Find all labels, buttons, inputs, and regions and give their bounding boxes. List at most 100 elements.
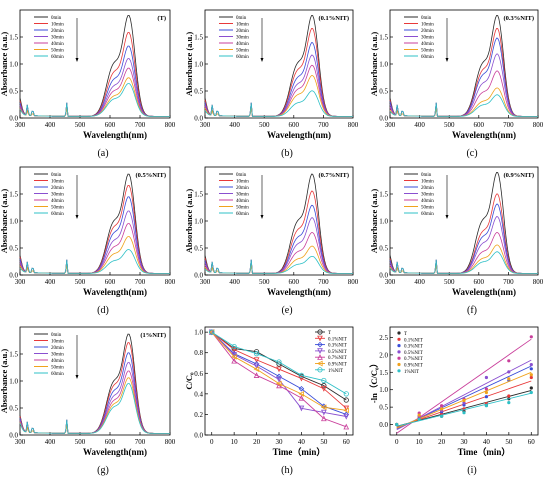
y-tick-label: 0.5 <box>379 245 388 253</box>
x-tick-label: 30 <box>276 438 284 446</box>
legend-entry: 10min <box>51 180 64 185</box>
legend-entry: 0.1%NIT <box>404 338 423 343</box>
chart-panel-c: 300 400 500 600 700 800 0.0 0.5 1.0 1.5 Wavelength… <box>369 9 544 159</box>
x-ticks: 300 400 500 600 700 800 <box>385 272 544 286</box>
series-line-10min <box>389 193 538 274</box>
series-line-50min <box>19 77 170 117</box>
data-point <box>507 359 511 363</box>
x-tick-label: 600 <box>105 278 116 286</box>
data-point <box>321 386 327 392</box>
markers-0.7%NIT <box>208 329 350 430</box>
y-axis-label: Absorbance (a.u.) <box>369 32 379 97</box>
series-line-30min <box>19 58 170 117</box>
panel-label: (i) <box>467 465 476 476</box>
y-tick-label: 0.0 <box>194 432 203 440</box>
y-tick-label: 1.5 <box>379 369 388 377</box>
data-point <box>317 367 323 373</box>
data-point <box>231 343 237 350</box>
legend-entry: 60min <box>51 55 64 60</box>
data-point <box>395 422 399 427</box>
series-line-60min <box>19 249 170 274</box>
data-point <box>529 386 533 390</box>
x-axis-label: Wavelength(nm) <box>452 130 516 140</box>
series-line-50min <box>19 377 170 434</box>
legend-entry: 1%NIT <box>328 369 343 374</box>
y-ticks: 0.0 0.2 0.4 0.6 0.8 1.0 <box>194 329 208 440</box>
legend-entry: 50min <box>51 206 64 211</box>
series-line-0.9%NIT <box>211 331 347 411</box>
y-tick-label: 1.5 <box>379 191 388 199</box>
y-tick-label: 0.5 <box>194 245 203 253</box>
legend-entry: 50min <box>421 206 434 211</box>
legend-entry: 40min <box>236 199 249 204</box>
x-tick-label: 800 <box>348 121 359 129</box>
series-group <box>208 329 350 430</box>
x-tick-label: 400 <box>45 121 56 129</box>
legend-entry: 20min <box>236 29 249 34</box>
series-line-30min <box>389 53 538 117</box>
x-tick-label: 0 <box>210 438 214 446</box>
legend-swatch <box>397 356 401 360</box>
legend-entry: 40min <box>421 199 434 204</box>
data-point <box>343 391 349 397</box>
legend-entry: 50min <box>421 49 434 54</box>
data-point <box>321 409 327 416</box>
markers-1%NIT <box>209 329 349 397</box>
chart-panel-i: 0 10 20 30 40 50 60 0.0 0.5 1.0 1.5 2.0 2.5 Time（min）… <box>369 326 539 476</box>
legend-entry: T <box>404 332 407 337</box>
series-group <box>204 173 353 274</box>
x-tick-label: 60 <box>528 438 536 446</box>
x-tick-label: 400 <box>414 121 425 129</box>
legend-entry: 0.5%NIT <box>328 350 347 355</box>
legend-entry: 0min <box>421 16 432 21</box>
legend-entry: 50min <box>51 366 64 371</box>
series-line-30min <box>204 54 353 117</box>
legend-entry: 30min <box>236 36 249 41</box>
series-line-0min <box>204 14 353 117</box>
data-point <box>440 414 444 418</box>
legend-entry: 0.9%NIT <box>328 363 347 368</box>
sample-tag: (0.5%NIT) <box>135 172 166 179</box>
y-ticks: 0.0 0.5 1.0 1.5 <box>379 191 393 280</box>
y-tick-label: 0.0 <box>9 432 18 440</box>
series-line-40min <box>389 232 538 274</box>
data-point <box>298 375 305 382</box>
y-tick-label: 0.6 <box>194 370 203 378</box>
x-tick-label: 10 <box>416 438 424 446</box>
y-tick-label: 0.0 <box>9 272 18 280</box>
legend-entry: 30min <box>51 193 64 198</box>
series-line-50min <box>389 87 538 117</box>
data-point <box>484 387 488 391</box>
x-axis-label: Wavelength(nm) <box>267 287 331 297</box>
legend-entry: 0.3%NIT <box>328 344 347 349</box>
x-tick-label: 20 <box>253 438 261 446</box>
series-line-40min <box>19 223 170 274</box>
data-point <box>321 377 327 384</box>
sample-tag: (0.1%NIT) <box>318 15 349 22</box>
y-tick-label: 0.0 <box>379 115 388 123</box>
chart-panel-e: 300 400 500 600 700 800 0.0 0.5 1.0 1.5 Wavelength… <box>184 166 359 316</box>
legend-entry: 50min <box>236 49 249 54</box>
legend-entry: 0min <box>421 173 432 178</box>
x-tick-label: 500 <box>75 278 86 286</box>
data-point <box>529 335 533 339</box>
series-line-60min <box>19 383 170 434</box>
series-line-0.5%NIT <box>211 331 347 417</box>
series-line-10min <box>204 27 353 117</box>
legend-entry: 60min <box>421 55 434 60</box>
x-ticks: 300 400 500 600 700 800 <box>15 272 176 286</box>
series-line-20min <box>204 42 353 117</box>
chart-panel-d: 300 400 500 600 700 800 0.0 0.5 1.0 1.5 Wavelength… <box>0 166 176 316</box>
plot-frame <box>19 9 171 119</box>
y-tick-label: 1.5 <box>379 34 388 42</box>
legend-entry: 60min <box>236 212 249 217</box>
panel-label: (b) <box>281 148 293 159</box>
series-line-0min <box>19 173 170 274</box>
x-tick-label: 800 <box>165 121 176 129</box>
panel-label: (f) <box>467 305 477 316</box>
series-line-30min <box>19 210 170 274</box>
series-line-50min <box>19 236 170 274</box>
x-tick-label: 700 <box>503 121 514 129</box>
data-point <box>317 341 323 348</box>
